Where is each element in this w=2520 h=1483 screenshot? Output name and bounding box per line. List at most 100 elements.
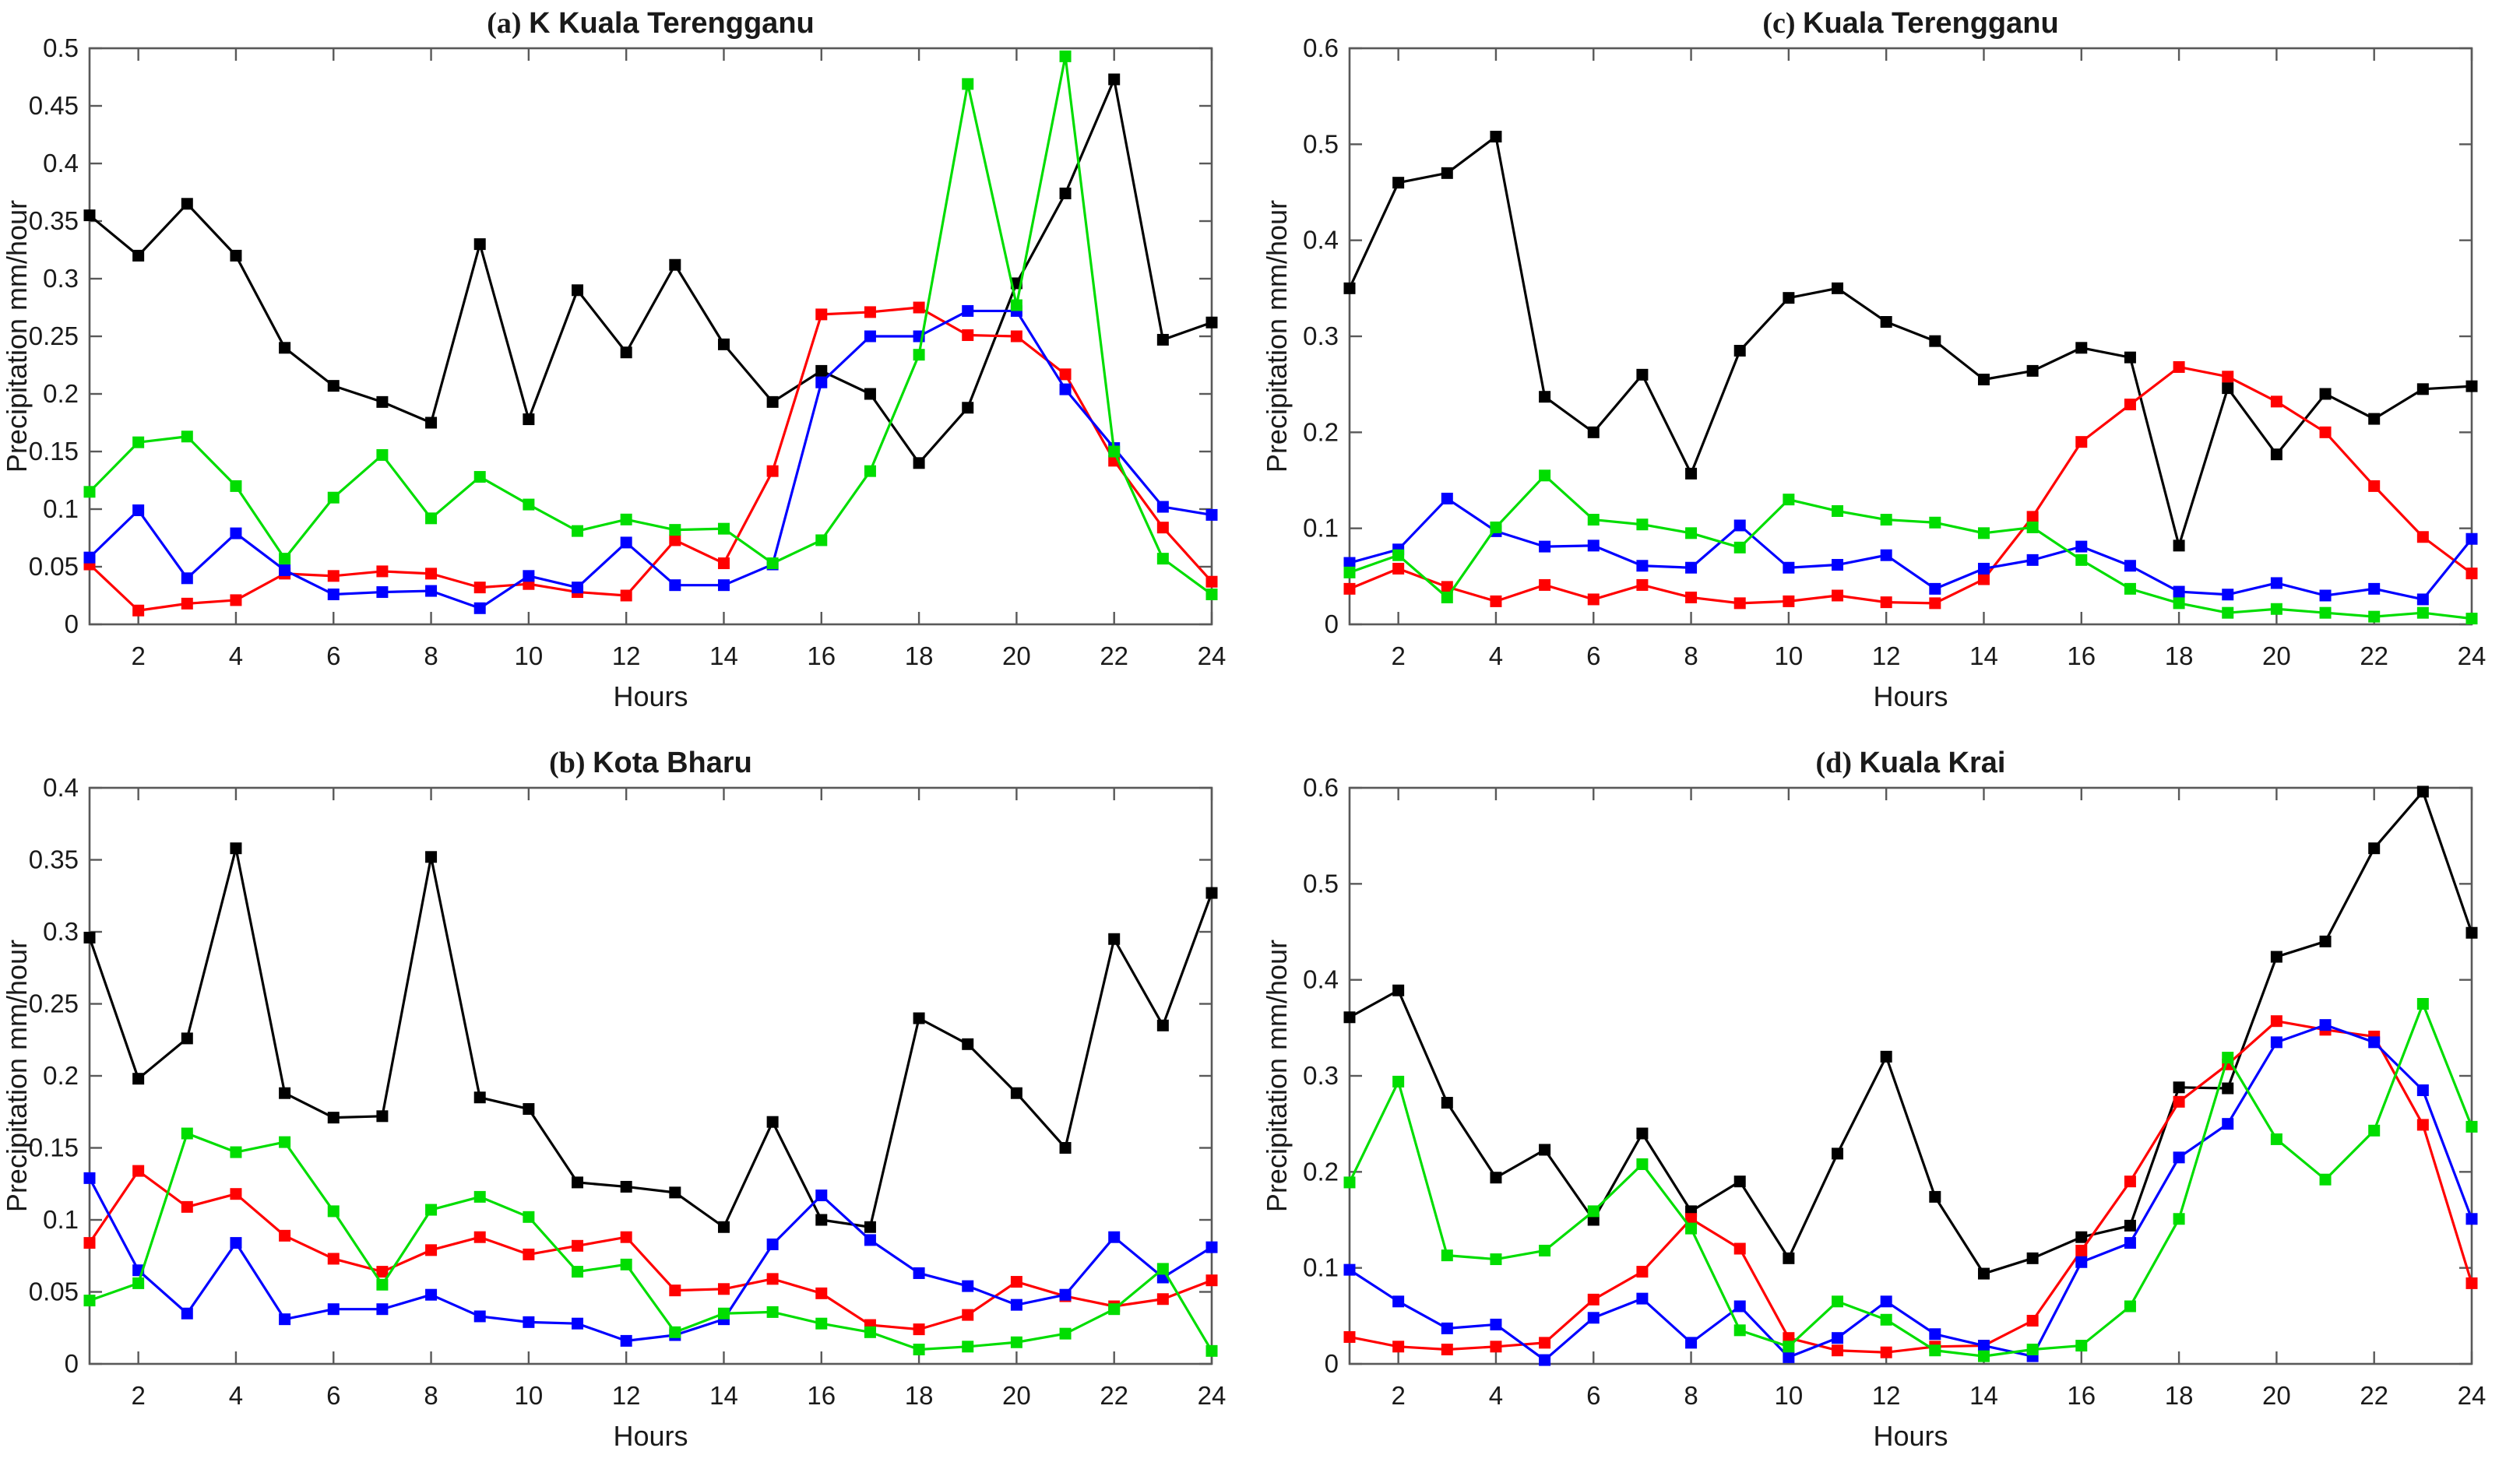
data-point: [1490, 130, 1502, 142]
y-tick-label: 0.2: [43, 379, 79, 408]
x-tick-label: 6: [326, 1381, 340, 1410]
x-tick-label: 24: [1198, 1381, 1227, 1410]
data-point: [83, 551, 96, 564]
x-tick-label: 16: [807, 1381, 836, 1410]
data-point: [1343, 1330, 1356, 1343]
data-point: [1832, 1295, 1844, 1308]
series-blue-line: [88, 1177, 1212, 1343]
x-tick-label: 8: [1684, 641, 1698, 670]
data-point: [2124, 1176, 2136, 1188]
data-point: [2270, 577, 2282, 589]
data-point: [1490, 1341, 1502, 1353]
data-point: [1832, 1332, 1844, 1344]
data-point: [1441, 492, 1453, 504]
data-point: [1205, 316, 1218, 329]
data-point: [1636, 1292, 1649, 1305]
x-tick-label: 18: [2165, 1381, 2194, 1410]
data-point: [572, 582, 584, 594]
data-point: [1685, 467, 1698, 480]
data-point: [523, 1211, 535, 1223]
data-point: [1392, 549, 1405, 561]
data-point: [717, 1221, 730, 1233]
data-point: [864, 1234, 876, 1246]
x-tick-label: 18: [905, 1381, 934, 1410]
data-point: [2124, 351, 2136, 364]
series-red-line: [1349, 1020, 2473, 1354]
data-point: [1490, 595, 1502, 607]
plot-box: [1348, 786, 2473, 1365]
data-point: [2222, 589, 2234, 601]
data-point: [2173, 1151, 2185, 1164]
data-point: [327, 1303, 340, 1316]
x-tick-label: 14: [1969, 1381, 1998, 1410]
data-point: [1783, 292, 1795, 304]
data-point: [2026, 1344, 2039, 1355]
data-point: [620, 1180, 632, 1193]
data-point: [815, 1317, 828, 1330]
data-point: [669, 1326, 681, 1338]
data-point: [83, 1172, 96, 1184]
data-point: [1490, 1172, 1502, 1184]
data-point: [717, 1307, 730, 1320]
data-point: [1108, 1303, 1121, 1316]
data-point: [2319, 426, 2332, 438]
data-point: [669, 524, 681, 536]
data-point: [83, 1237, 96, 1249]
data-point: [2319, 1173, 2332, 1186]
series-green-line: [88, 54, 1212, 596]
data-point: [2222, 371, 2234, 383]
data-point: [2075, 342, 2088, 354]
data-point: [2416, 1084, 2429, 1096]
data-point: [913, 301, 925, 314]
data-point: [815, 308, 828, 321]
data-point: [1733, 1300, 1746, 1313]
data-point: [473, 1190, 486, 1203]
data-point: [717, 579, 730, 592]
series-blue-line: [88, 309, 1212, 610]
data-point: [2222, 1052, 2234, 1064]
y-tick-label: 0.25: [29, 322, 79, 350]
data-point: [1010, 1276, 1022, 1288]
data-point: [132, 504, 145, 516]
data-point: [376, 565, 389, 578]
data-point: [2124, 399, 2136, 411]
y-tick-label: 0.1: [43, 1205, 79, 1234]
data-point: [572, 1317, 584, 1330]
data-point: [376, 1303, 389, 1316]
data-point: [1587, 426, 1600, 438]
data-point: [669, 1186, 681, 1199]
data-point: [2075, 436, 2088, 448]
y-tick-label: 0.35: [29, 206, 79, 235]
chart-title: (d) Kuala Krai: [1816, 747, 2006, 779]
series-blue-line: [1349, 1024, 2473, 1362]
data-point: [376, 1266, 389, 1278]
data-point: [230, 1146, 242, 1158]
data-point: [1929, 1344, 1941, 1357]
data-point: [473, 471, 486, 483]
data-point: [1441, 591, 1453, 603]
x-tick-label: 2: [131, 641, 145, 670]
series-green-markers: [1343, 469, 2478, 625]
data-point: [1392, 562, 1405, 575]
data-point: [1392, 1295, 1405, 1308]
data-point: [864, 1326, 876, 1338]
data-point: [1733, 1242, 1746, 1255]
data-point: [1880, 549, 1892, 561]
series-black-line: [1348, 135, 2472, 547]
data-point: [620, 513, 632, 525]
data-point: [2465, 1213, 2478, 1225]
series-red-markers: [1343, 1015, 2478, 1358]
data-point: [181, 572, 193, 585]
data-point: [1880, 1346, 1892, 1358]
series-green-line: [89, 1132, 1213, 1352]
data-point: [1059, 50, 1072, 62]
x-tick-label: 2: [1391, 1381, 1405, 1410]
x-tick-label: 4: [229, 1381, 243, 1410]
data-point: [1636, 560, 1649, 572]
chart-title: (b) Kota Bharu: [549, 747, 752, 779]
data-point: [1636, 578, 1649, 591]
data-point: [2173, 597, 2185, 610]
data-point: [766, 557, 779, 570]
data-point: [1929, 335, 1941, 347]
data-point: [2173, 1081, 2185, 1094]
